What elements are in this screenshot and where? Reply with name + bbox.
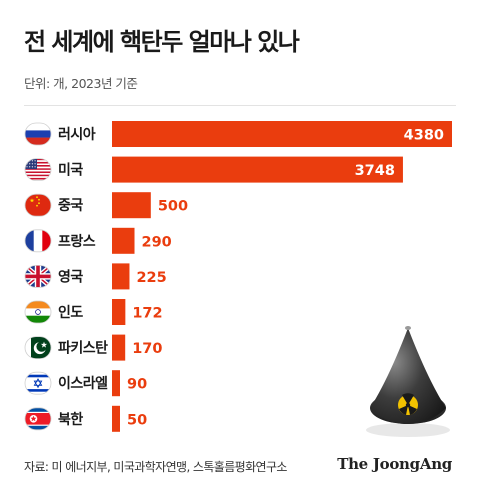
category-label: 파키스탄	[58, 340, 108, 357]
pakistan-flag-icon	[24, 336, 52, 360]
russia-flag-icon	[24, 122, 52, 146]
bar	[112, 227, 135, 254]
value-label: 225	[136, 270, 166, 286]
category-label: 미국	[58, 163, 83, 179]
china-flag-icon	[24, 193, 52, 217]
value-label: 170	[132, 341, 162, 357]
usa-flag-icon	[24, 158, 52, 182]
brand-logo: The JoongAng	[337, 455, 452, 473]
nuclear-warhead-cone-icon	[366, 326, 450, 437]
value-label: 90	[127, 377, 147, 393]
unit-note: 단위: 개, 2023년 기준	[24, 76, 138, 91]
category-label: 인도	[58, 304, 83, 321]
bar	[112, 299, 126, 325]
value-label: 50	[127, 412, 147, 428]
value-label: 500	[158, 199, 188, 215]
bar	[112, 121, 452, 147]
category-label: 러시아	[58, 126, 96, 143]
category-label: 영국	[58, 268, 83, 285]
header-divider	[24, 105, 456, 106]
value-label: 3748	[355, 163, 395, 179]
bar	[112, 334, 126, 361]
bar	[112, 405, 120, 432]
value-label: 172	[132, 306, 162, 322]
india-flag-icon	[24, 300, 52, 324]
bar	[112, 263, 130, 290]
bar	[112, 156, 403, 183]
france-flag-icon	[24, 229, 52, 253]
value-label: 290	[142, 234, 172, 250]
bar	[112, 370, 120, 397]
north-korea-flag-icon	[24, 407, 52, 431]
value-label: 4380	[404, 128, 444, 144]
source-note: 자료: 미 에너지부, 미국과학자연맹, 스톡홀름평화연구소	[24, 460, 287, 474]
category-label: 북한	[58, 412, 83, 428]
category-label: 프랑스	[58, 234, 96, 250]
category-label: 중국	[58, 198, 83, 214]
israel-flag-icon	[24, 371, 52, 395]
category-label: 이스라엘	[58, 375, 108, 392]
bar	[112, 192, 151, 219]
uk-flag-icon	[24, 264, 52, 288]
page-title: 전 세계에 핵탄두 얼마나 있나	[24, 28, 300, 56]
